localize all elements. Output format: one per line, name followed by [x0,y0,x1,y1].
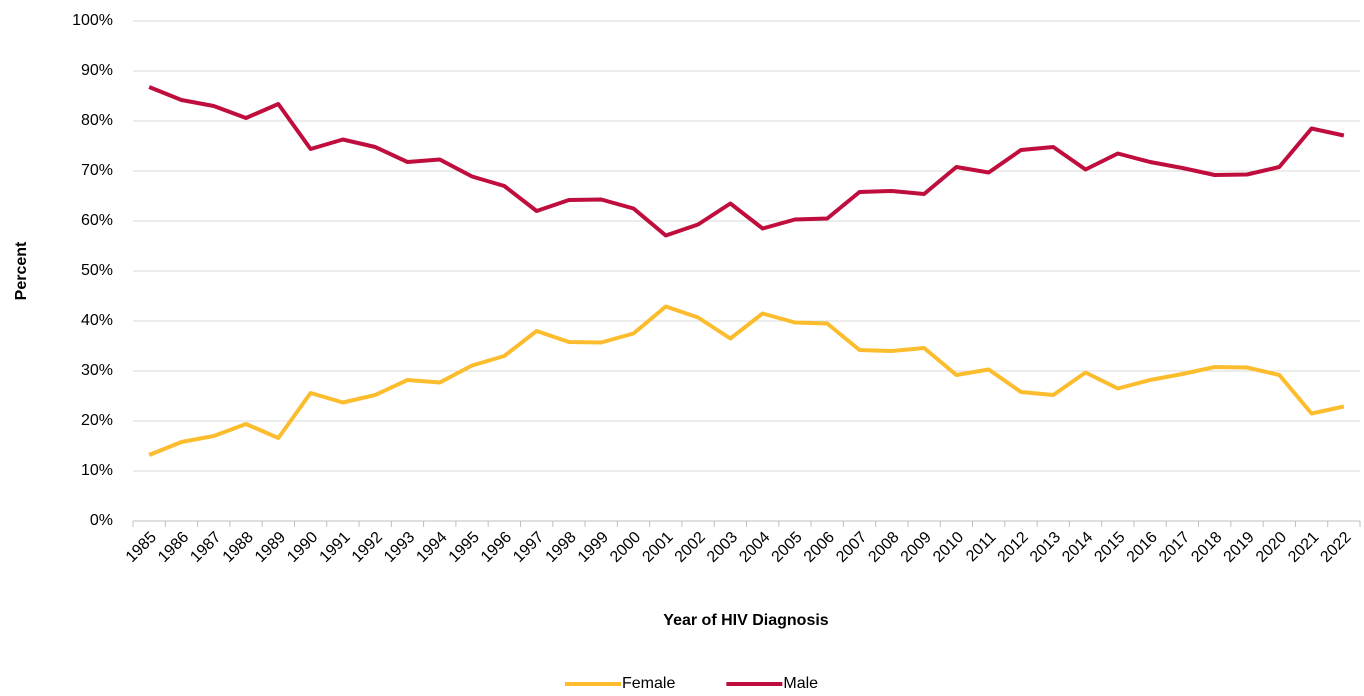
x-tick-label: 2015 [1091,529,1128,566]
x-tick-label: 1994 [413,529,450,566]
y-tick-label: 0% [90,512,113,529]
line-series [148,304,1345,457]
y-tick-label: 90% [81,62,113,79]
x-tick-label: 2018 [1188,529,1225,566]
x-tick-label: 2020 [1253,529,1290,566]
y-tick-label: 70% [81,162,113,179]
x-tick-label: 2011 [963,529,999,565]
x-tick-label: 2010 [930,529,967,566]
x-tick-label: 2000 [607,529,644,566]
x-tick-label: 2008 [865,529,902,566]
x-tick-label: 2002 [672,529,709,566]
x-tick-label: 1986 [155,529,192,566]
x-tick-label: 2007 [833,529,870,566]
legend-label: Male [783,675,818,692]
x-tick-label: 2017 [1156,529,1193,566]
x-tick-label: 1992 [349,529,386,566]
x-tick-label: 2001 [639,529,676,566]
x-tick-label: 1991 [317,529,354,566]
y-tick-label: 30% [81,362,113,379]
x-tick-label: 1990 [284,529,321,566]
x-tick-label: 2003 [704,529,741,566]
x-tick-label: 2014 [1059,529,1096,566]
x-tick-label: 1988 [220,529,257,566]
x-tick-label: 1987 [187,529,224,566]
y-tick-label: 20% [81,412,113,429]
y-tick-label: 100% [72,12,113,29]
y-tick-label: 80% [81,112,113,129]
x-tick-label: 1985 [123,529,160,566]
x-tick-label: 2012 [995,529,1032,566]
x-tick-label: 1997 [510,529,547,566]
x-tick-label: 1998 [543,529,580,566]
y-tick-label: 40% [81,312,113,329]
y-tick-label: 50% [81,262,113,279]
x-tick-label: 2013 [1027,529,1064,566]
x-tick-label: 2005 [769,529,806,566]
x-tick-label: 2019 [1221,529,1258,566]
x-tick-label: 1995 [446,529,483,566]
x-axis-title: Year of HIV Diagnosis [663,612,828,629]
y-tick-label: 10% [81,462,113,479]
x-tick-label: 1993 [381,529,418,566]
x-tick-label: 2006 [801,529,838,566]
x-tick-label: 2021 [1285,529,1322,566]
x-tick-label: 1996 [478,529,515,566]
x-tick-label: 2004 [736,529,773,566]
line-series [148,85,1345,238]
x-tick-label: 2016 [1124,529,1161,566]
x-tick-label: 2009 [898,529,935,566]
x-tick-label: 2022 [1317,529,1354,566]
x-tick-label: 1989 [252,529,289,566]
x-tick-label: 1999 [575,529,612,566]
y-tick-label: 60% [81,212,113,229]
y-axis-title: Percent [13,241,30,300]
legend-label: Female [622,675,675,692]
